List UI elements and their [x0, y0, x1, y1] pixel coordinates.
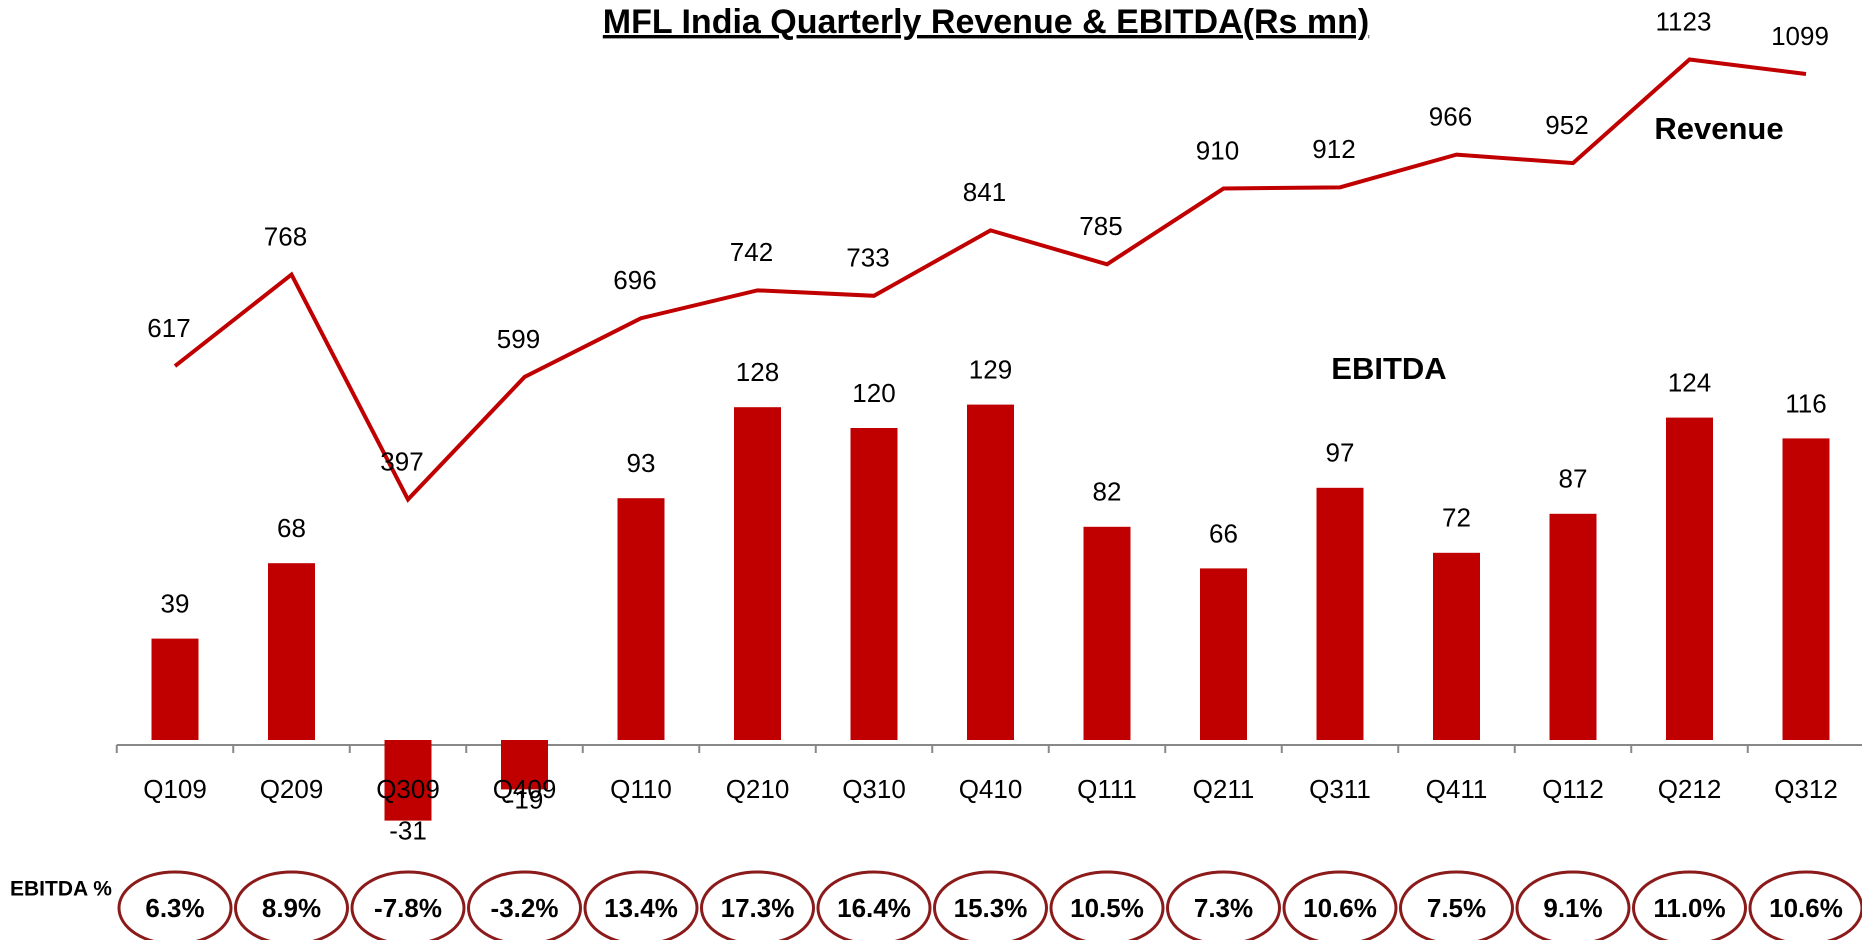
data-label: 912 — [1312, 134, 1355, 164]
x-tick-label: Q410 — [959, 774, 1023, 804]
data-label: 39 — [161, 588, 190, 618]
pct-ellipse — [700, 870, 815, 940]
data-label: 1123 — [1656, 6, 1712, 36]
pct-ellipse — [1748, 870, 1862, 940]
pct-label: 8.9% — [262, 893, 321, 923]
pct-label: 7.5% — [1427, 893, 1486, 923]
pct-label: 11.0% — [1653, 893, 1725, 923]
bar — [1549, 513, 1597, 740]
pct-ellipse — [816, 870, 932, 940]
pct-ellipse — [234, 870, 349, 940]
data-label: 599 — [497, 324, 540, 354]
pct-label: 15.3% — [954, 893, 1028, 923]
x-tick-label: Q310 — [842, 774, 906, 804]
data-label: -31 — [389, 815, 427, 845]
series-label: Revenue — [1654, 111, 1783, 146]
bar — [1316, 487, 1364, 740]
bar — [151, 638, 199, 740]
data-label: 397 — [380, 446, 423, 476]
bar — [734, 407, 781, 740]
data-label: 768 — [264, 221, 307, 251]
pct-label: 9.1% — [1543, 893, 1602, 923]
pct-label: 13.4% — [604, 893, 678, 923]
pct-ellipse — [1166, 870, 1281, 940]
data-label: 93 — [627, 448, 656, 478]
chart-title: MFL India Quarterly Revenue & EBITDA(Rs … — [603, 3, 1369, 41]
bar — [1666, 417, 1713, 740]
x-tick-label: Q209 — [260, 774, 324, 804]
data-label: 72 — [1442, 503, 1471, 533]
bar — [501, 740, 548, 790]
pct-ellipse — [350, 870, 466, 940]
data-label: 120 — [852, 378, 895, 408]
data-label: 124 — [1668, 367, 1711, 397]
x-tick-label: Q110 — [610, 774, 672, 804]
pct-label: 10.6% — [1303, 893, 1377, 923]
pct-label: 6.3% — [145, 893, 204, 923]
x-tick-label: Q411 — [1426, 774, 1488, 804]
data-label: 910 — [1196, 135, 1239, 165]
pct-ellipse — [583, 870, 699, 940]
pct-label: 17.3% — [721, 893, 795, 923]
revenue-line — [173, 57, 1807, 503]
data-label: 66 — [1209, 518, 1238, 548]
bar — [1083, 526, 1131, 740]
pct-ellipse — [467, 870, 582, 940]
data-label: 1099 — [1771, 21, 1829, 51]
data-label: -19 — [506, 784, 544, 814]
data-label: 733 — [846, 243, 889, 273]
pct-ellipse — [1632, 870, 1747, 940]
x-tick-label: Q409 — [493, 774, 557, 804]
data-label: 696 — [613, 265, 656, 295]
row-label: EBITDA % — [10, 878, 112, 901]
x-tick-label: Q309 — [376, 774, 440, 804]
data-label: 966 — [1429, 101, 1472, 131]
data-label: 97 — [1326, 438, 1355, 468]
data-label: 68 — [277, 513, 306, 543]
pct-ellipse — [1515, 870, 1631, 940]
pct-ellipse — [1399, 870, 1514, 940]
bar — [967, 404, 1014, 740]
pct-label: 16.4% — [837, 893, 911, 923]
pct-ellipse — [1282, 870, 1398, 940]
x-tick-label: Q109 — [143, 774, 207, 804]
data-label: 129 — [969, 354, 1012, 384]
data-label: 617 — [147, 313, 190, 343]
x-tick-label: Q210 — [726, 774, 790, 804]
data-label: 128 — [736, 357, 779, 387]
pct-ellipse — [933, 870, 1048, 940]
x-tick-label: Q212 — [1658, 774, 1722, 804]
bar — [1433, 552, 1480, 740]
pct-label: -3.2% — [491, 893, 559, 923]
data-label: 785 — [1079, 211, 1122, 241]
data-label: 116 — [1785, 388, 1826, 418]
pct-label: 10.6% — [1769, 893, 1843, 923]
bar — [384, 740, 432, 821]
data-label: 952 — [1545, 110, 1588, 140]
data-label: 87 — [1559, 464, 1588, 494]
x-tick-label: Q112 — [1542, 774, 1604, 804]
pct-label: 10.5% — [1070, 893, 1144, 923]
pct-label: 7.3% — [1194, 893, 1253, 923]
data-label: 742 — [730, 237, 773, 267]
x-tick-label: Q111 — [1077, 774, 1137, 804]
x-tick-label: Q312 — [1774, 774, 1838, 804]
bar — [1200, 568, 1247, 740]
series-label: EBITDA — [1331, 351, 1446, 386]
data-label: 841 — [963, 177, 1006, 207]
bar — [850, 428, 898, 740]
pct-label: -7.8% — [374, 893, 442, 923]
data-label: 82 — [1093, 477, 1122, 507]
pct-ellipse — [1049, 870, 1165, 940]
bar — [268, 563, 315, 740]
bar — [1782, 438, 1830, 740]
bar — [617, 498, 665, 740]
x-tick-label: Q211 — [1193, 774, 1255, 804]
x-tick-label: Q311 — [1309, 774, 1371, 804]
pct-ellipse — [117, 870, 233, 940]
